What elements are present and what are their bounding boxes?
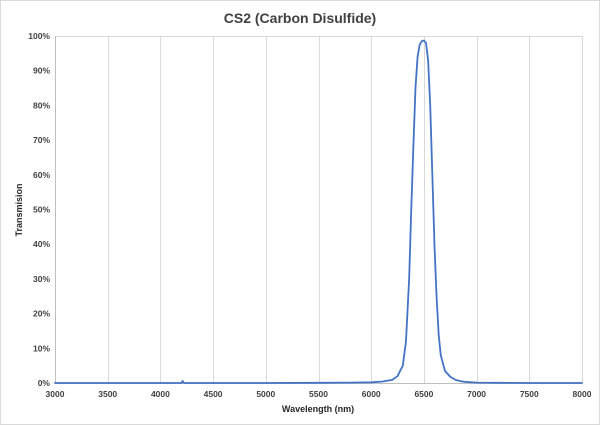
x-tick-labels: 3000 3500 4000 4500 5000 5500 6000 6500 7000 7500… — [46, 389, 592, 399]
x-tick-label: 3500 — [98, 389, 117, 399]
y-tick-label: 20% — [33, 309, 50, 319]
y-tick-label: 40% — [33, 239, 50, 249]
series-lines — [54, 39, 583, 384]
x-axis-title: Wavelength (nm) — [282, 404, 354, 414]
x-tick-label: 5500 — [309, 389, 328, 399]
y-tick-label: 30% — [33, 274, 50, 284]
y-tick-label: 90% — [33, 66, 50, 76]
y-tick-labels: 0% 10% 20% 30% 40% 50% 60% 70% 80% 90% 100% — [28, 31, 50, 388]
x-tick-label: 5000 — [256, 389, 275, 399]
x-tick-label: 3000 — [46, 389, 65, 399]
x-tick-label: 6500 — [414, 389, 433, 399]
y-axis-title: Transmision — [14, 183, 24, 236]
x-tick-label: 7500 — [520, 389, 539, 399]
x-tick-label: 4500 — [204, 389, 223, 399]
x-tick-label: 8000 — [573, 389, 592, 399]
y-tick-label: 80% — [33, 100, 50, 110]
chart-title: CS2 (Carbon Disulfide) — [224, 10, 376, 26]
x-tick-label: 4000 — [151, 389, 170, 399]
y-tick-label: 70% — [33, 135, 50, 145]
y-tick-label: 60% — [33, 170, 50, 180]
y-tick-label: 100% — [28, 31, 50, 41]
axes — [55, 36, 582, 384]
x-tick-label: 7000 — [467, 389, 486, 399]
y-tick-label: 10% — [33, 343, 50, 353]
y-tick-label: 50% — [33, 205, 50, 215]
y-tick-label: 0% — [38, 378, 51, 388]
gridlines — [55, 36, 583, 383]
series-line — [54, 39, 583, 384]
x-tick-label: 6000 — [362, 389, 381, 399]
